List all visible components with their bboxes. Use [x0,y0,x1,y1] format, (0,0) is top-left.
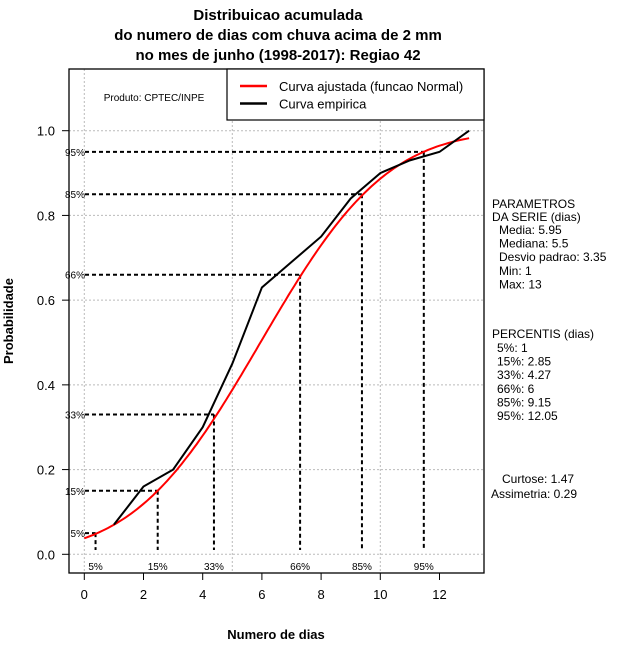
y-tick-label: 0.0 [37,547,55,562]
percentil-item: 95%: 12.05 [497,409,558,423]
percentile-left-label: 5% [71,529,86,540]
percentile-left-label: 15% [65,487,85,498]
y-tick-label: 0.2 [37,463,55,478]
percentile-bottom-label: 66% [290,562,310,573]
param-item: Min: 1 [499,264,532,278]
legend: Produto: CPTEC/INPE Curva ajustada (funca… [104,68,485,121]
x-tick-label: 8 [317,587,324,602]
fitted-normal-line [83,137,470,540]
percentile-left-label: 33% [65,411,85,422]
title-line: Distribuicao acumulada [193,7,363,24]
x-tick-label: 2 [140,587,147,602]
percentile-bottom-label: 15% [148,562,168,573]
title-line: no mes de junho (1998-2017): Regiao 42 [135,47,420,64]
empirical-line [113,129,470,526]
percentil-item: 33%: 4.27 [497,368,551,382]
legend-label: Curva ajustada (funcao Normal) [279,79,463,94]
chart-title: Distribuicao acumulada do numero de dias … [114,7,442,64]
assimetria: Assimetria: 0.29 [491,487,577,501]
product-label: Produto: CPTEC/INPE [104,93,205,104]
percentile-bottom-label: 5% [88,562,103,573]
percentile-bottom-label: 95% [414,562,434,573]
legend-box [226,68,485,121]
x-tick-label: 4 [199,587,206,602]
plot-border [68,68,485,574]
percentis-title: PERCENTIS (dias) [492,327,594,341]
x-tick-label: 6 [258,587,265,602]
x-tick-label: 0 [81,587,88,602]
percentile-left-label: 85% [65,190,85,201]
title-line: do numero de dias com chuva acima de 2 m… [114,27,442,44]
percentil-item: 5%: 1 [497,341,528,355]
y-tick-label: 1.0 [37,124,55,139]
params-title: PARAMETROS [492,197,575,211]
param-item: Max: 13 [499,277,542,291]
param-item: Desvio padrao: 3.35 [499,250,607,264]
percentile-left-label: 95% [65,148,85,159]
x-axis-label: Numero de dias [227,627,325,642]
percentile-bottom-label: 85% [352,562,372,573]
axes: 0 2 4 6 8 10 12 0.0 0.2 0.4 0.6 0.8 1.0 Numero de dia… [1,124,447,642]
x-tick-label: 10 [373,587,387,602]
percentile-bottom-label: 33% [204,562,224,573]
percentile-left-label: 66% [65,271,85,282]
param-item: Mediana: 5.5 [499,237,569,251]
param-item: Media: 5.95 [499,223,562,237]
series-lines [83,129,470,540]
plot-frame [68,68,485,574]
y-tick-label: 0.8 [37,208,55,223]
legend-label: Curva empirica [279,97,367,112]
percentile-markers: 5% 5% 15% 15% 33% 33% 66% 66% 85% 85% 95% 95% [65,148,434,573]
curtose: Curtose: 1.47 [502,472,574,486]
percentil-item: 85%: 9.15 [497,395,551,409]
percentil-item: 15%: 2.85 [497,355,551,369]
params-title: DA SERIE (dias) [492,210,581,224]
y-tick-label: 0.6 [37,293,55,308]
x-tick-label: 12 [432,587,446,602]
grid [69,69,484,573]
y-tick-label: 0.4 [37,378,55,393]
percentil-item: 66%: 6 [497,382,535,396]
y-axis-label: Probabilidade [1,278,16,364]
